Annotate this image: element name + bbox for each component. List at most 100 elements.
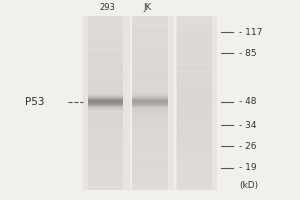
Bar [132, 82, 168, 83]
Bar [177, 161, 212, 162]
Bar [88, 139, 123, 140]
Bar [132, 155, 168, 156]
Bar [132, 43, 168, 44]
Bar [88, 186, 123, 187]
Bar [132, 41, 168, 42]
Bar [132, 164, 168, 165]
Bar [177, 94, 212, 95]
Bar [132, 78, 168, 79]
Bar [132, 60, 168, 61]
Bar [177, 147, 212, 148]
Bar [88, 31, 123, 32]
Bar [177, 111, 212, 112]
Bar [177, 157, 212, 158]
Bar [88, 93, 123, 94]
Bar [132, 68, 168, 69]
Bar [132, 149, 168, 150]
Bar [132, 127, 168, 128]
Bar [177, 60, 212, 61]
Bar [177, 27, 212, 28]
Bar [88, 178, 123, 179]
Bar [177, 26, 212, 27]
Bar [177, 19, 212, 20]
Bar [132, 104, 168, 105]
Bar [177, 47, 212, 48]
Bar [132, 142, 168, 143]
Bar [177, 23, 212, 24]
Bar [132, 129, 168, 130]
Bar [88, 166, 123, 167]
Bar [132, 96, 168, 97]
Bar [132, 17, 168, 18]
Bar [177, 167, 212, 168]
Bar [132, 23, 168, 24]
Bar [132, 44, 168, 45]
Bar [88, 17, 123, 18]
Bar [88, 174, 123, 175]
Bar [132, 87, 168, 88]
Bar [88, 90, 123, 91]
Bar [132, 130, 168, 131]
Bar [132, 42, 168, 43]
Bar [177, 75, 212, 76]
Bar [132, 37, 168, 38]
Bar [177, 128, 212, 129]
Bar [177, 96, 212, 97]
Bar [88, 179, 123, 180]
Bar [88, 34, 123, 35]
Bar [132, 122, 168, 123]
Bar [177, 109, 212, 110]
Bar [132, 38, 168, 39]
Bar [177, 168, 212, 169]
Bar [88, 19, 123, 20]
Bar [132, 60, 168, 61]
Bar [132, 125, 168, 126]
Bar [177, 72, 212, 73]
Bar [88, 185, 123, 186]
Bar [132, 169, 168, 170]
Bar [177, 107, 212, 108]
Bar [88, 23, 123, 24]
Bar [132, 158, 168, 159]
Bar [177, 121, 212, 122]
Bar [132, 173, 168, 174]
Bar [88, 108, 123, 109]
Bar [177, 56, 212, 57]
Bar [132, 143, 168, 144]
Bar [88, 53, 123, 54]
Bar [88, 168, 123, 169]
Bar [177, 166, 212, 167]
Bar [177, 32, 212, 33]
Bar [177, 92, 212, 93]
Bar [177, 154, 212, 155]
Bar [132, 152, 168, 153]
Bar [132, 110, 168, 111]
Bar [132, 118, 168, 119]
Bar [132, 184, 168, 185]
Bar [132, 159, 168, 160]
Bar [88, 187, 123, 188]
Bar [132, 42, 168, 43]
Bar [132, 113, 168, 114]
Bar [132, 82, 168, 83]
Bar [177, 73, 212, 74]
Bar [132, 45, 168, 46]
Bar [88, 140, 123, 141]
Bar [88, 177, 123, 178]
Bar [88, 114, 123, 115]
Bar [88, 165, 123, 166]
Text: - 117: - 117 [239, 28, 262, 37]
Bar [132, 61, 168, 62]
Bar [177, 139, 212, 140]
Bar [88, 46, 123, 47]
Bar [177, 171, 212, 172]
Bar [132, 56, 168, 57]
Bar [177, 173, 212, 174]
Bar [132, 26, 168, 27]
Bar [88, 57, 123, 58]
Bar [88, 111, 123, 112]
Bar [177, 164, 212, 165]
Bar [132, 101, 168, 102]
Bar [88, 135, 123, 136]
Bar [88, 164, 123, 165]
